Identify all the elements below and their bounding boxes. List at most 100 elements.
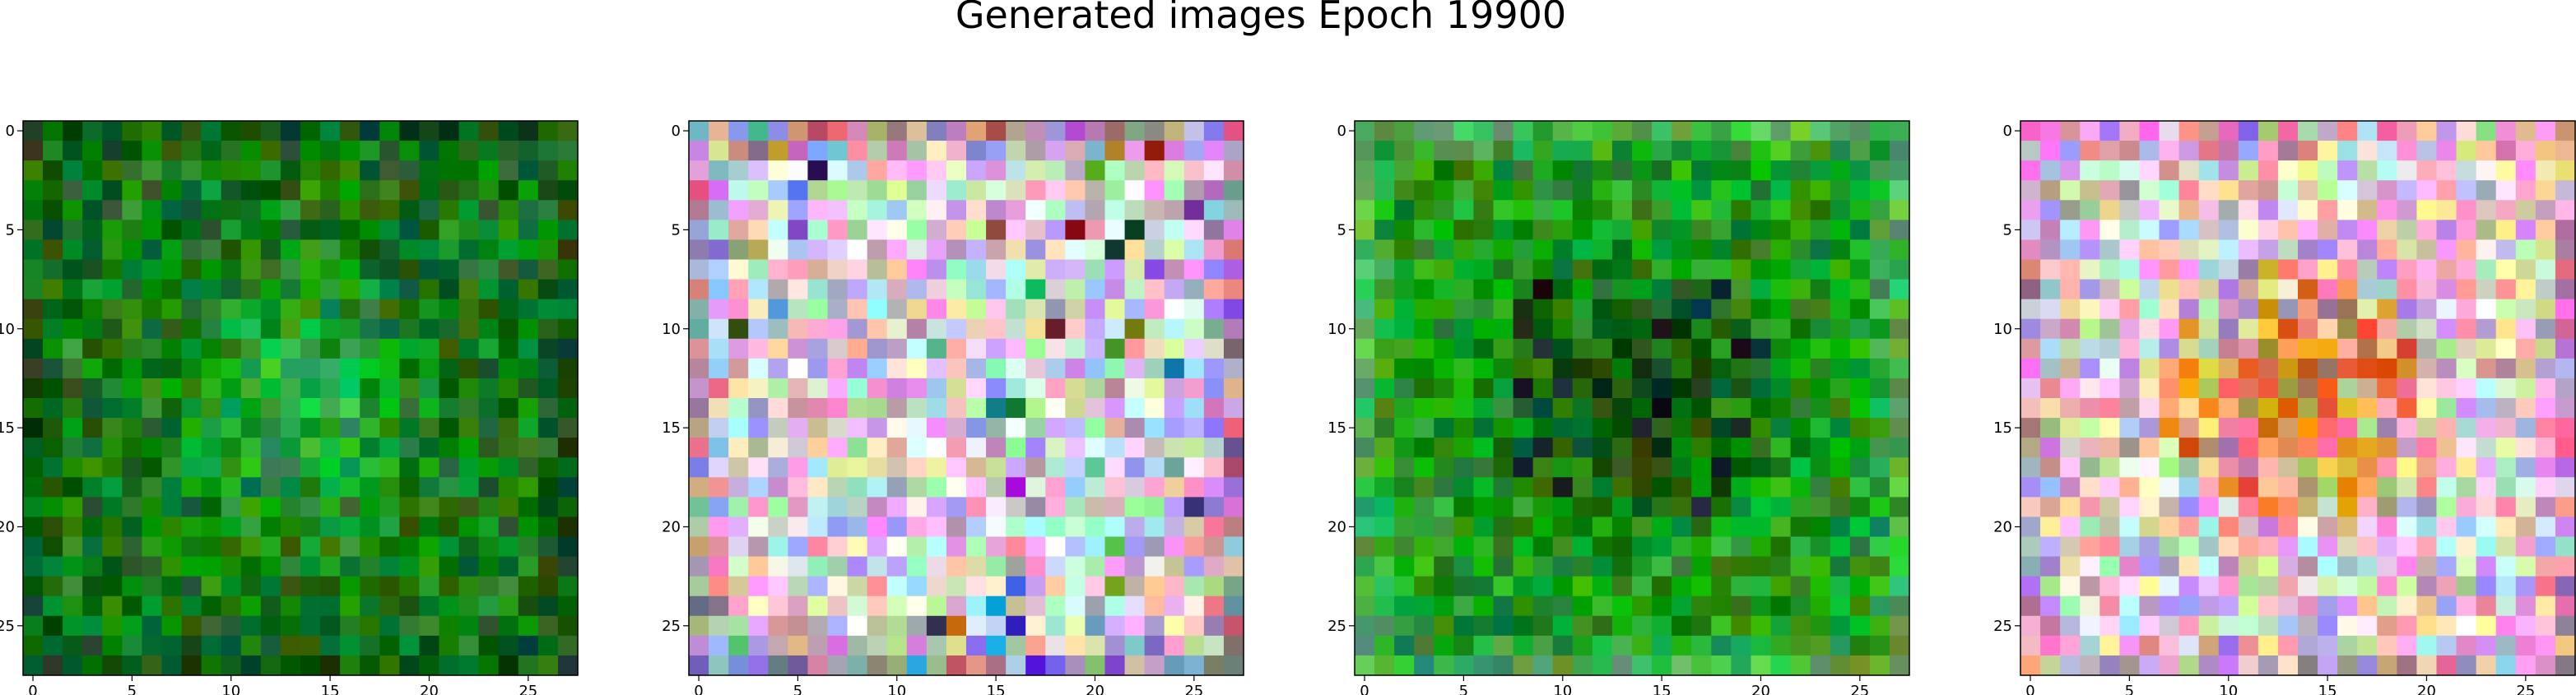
pixel-cell [43, 279, 63, 300]
pixel-cell [2515, 398, 2536, 419]
pixel-cell [379, 299, 400, 320]
pixel-cell [1572, 121, 1593, 141]
pixel-cell [1790, 200, 1811, 220]
pixel-cell [1006, 655, 1026, 676]
pixel-cell [748, 279, 769, 300]
pixel-cell [1632, 220, 1653, 241]
pixel-cell [1065, 536, 1086, 558]
pixel-cell [2535, 358, 2556, 379]
pixel-cell [827, 141, 849, 161]
pixel-cell [2436, 121, 2457, 141]
pixel-cell [2456, 338, 2477, 359]
pixel-cell [1414, 318, 1434, 340]
pixel-cell [2159, 635, 2180, 656]
pixel-cell [2099, 655, 2120, 676]
pixel-cell [1770, 160, 1792, 181]
pixel-cell [1830, 279, 1851, 300]
pixel-cell [1889, 318, 1910, 340]
pixel-cell [689, 556, 709, 577]
pixel-cell [240, 438, 262, 458]
pixel-cell [1751, 477, 1772, 498]
pixel-cell [1731, 200, 1752, 220]
pixel-cell [1889, 279, 1910, 300]
pixel-cell [240, 457, 262, 478]
pixel-cell [1711, 220, 1732, 241]
pixel-cell [1434, 438, 1454, 458]
pixel-cell [1104, 378, 1126, 399]
pixel-cell [2119, 438, 2141, 458]
pixel-cell [709, 536, 729, 558]
pixel-cell [2456, 635, 2477, 656]
pixel-cell [2397, 358, 2418, 379]
pixel-cell [986, 615, 1007, 637]
pixel-cell [2277, 497, 2299, 518]
pixel-cell [458, 477, 480, 498]
pixel-cell [1104, 556, 1126, 577]
pixel-cell [1394, 635, 1415, 656]
pixel-cell [2060, 595, 2081, 617]
pixel-cell [379, 497, 400, 518]
pixel-cell [1124, 595, 1146, 617]
pixel-cell [1532, 279, 1554, 300]
pixel-cell [1045, 497, 1066, 518]
pixel-cell [1414, 576, 1434, 597]
pixel-cell [1025, 239, 1046, 261]
pixel-cell [2318, 259, 2338, 280]
pixel-cell [379, 536, 400, 558]
pixel-cell [946, 497, 967, 518]
pixel-cell [689, 220, 709, 241]
pixel-cell [1144, 655, 1165, 676]
pixel-cell [2060, 200, 2081, 220]
pixel-cell [240, 141, 262, 161]
pixel-cell [2119, 576, 2141, 597]
pixel-cell [1434, 279, 1454, 300]
pixel-cell [966, 259, 987, 280]
pixel-cell [1691, 655, 1712, 676]
pixel-cell [340, 477, 360, 498]
pixel-cell [557, 615, 579, 637]
pixel-cell [478, 595, 500, 617]
pixel-cell [1830, 438, 1851, 458]
pixel-cell [2218, 635, 2239, 656]
pixel-cell [2535, 517, 2556, 538]
pixel-cell [518, 517, 539, 538]
pixel-cell [2080, 536, 2100, 558]
pixel-cell [201, 141, 222, 161]
pixel-cell [2020, 259, 2041, 280]
pixel-cell [807, 220, 829, 241]
pixel-cell [2159, 438, 2180, 458]
pixel-cell [1045, 398, 1066, 419]
pixel-cell [1751, 556, 1772, 577]
pixel-cell [2040, 160, 2061, 181]
pixel-cell [2257, 477, 2279, 498]
pixel-cell [1025, 299, 1046, 320]
pixel-cell [2218, 239, 2239, 261]
pixel-cell [2495, 141, 2517, 161]
pixel-cell [340, 259, 360, 280]
pixel-cell [2357, 635, 2378, 656]
pixel-cell [82, 160, 103, 181]
pixel-cell [1731, 655, 1752, 676]
pixel-cell [478, 239, 500, 261]
pixel-cell [1085, 180, 1106, 201]
pixel-cell [1672, 655, 1692, 676]
pixel-cell [1849, 438, 1871, 458]
pixel-cell [1434, 378, 1454, 399]
pixel-cell [1025, 477, 1046, 498]
pixel-cell [1223, 239, 1244, 261]
pixel-cell [2318, 160, 2338, 181]
pixel-cell [2020, 239, 2041, 261]
pixel-cell [1434, 121, 1454, 141]
pixel-cell [768, 378, 788, 399]
pixel-cell [807, 299, 829, 320]
pixel-cell [1223, 338, 1244, 359]
pixel-cell [2159, 497, 2180, 518]
pixel-cell [906, 517, 928, 538]
pixel-cell [946, 536, 967, 558]
pixel-cell [2397, 477, 2418, 498]
pixel-cell [1355, 517, 1375, 538]
pixel-cell [1849, 615, 1871, 637]
pixel-cell [320, 615, 341, 637]
pixel-cell [1711, 180, 1732, 201]
pixel-cell [1731, 536, 1752, 558]
